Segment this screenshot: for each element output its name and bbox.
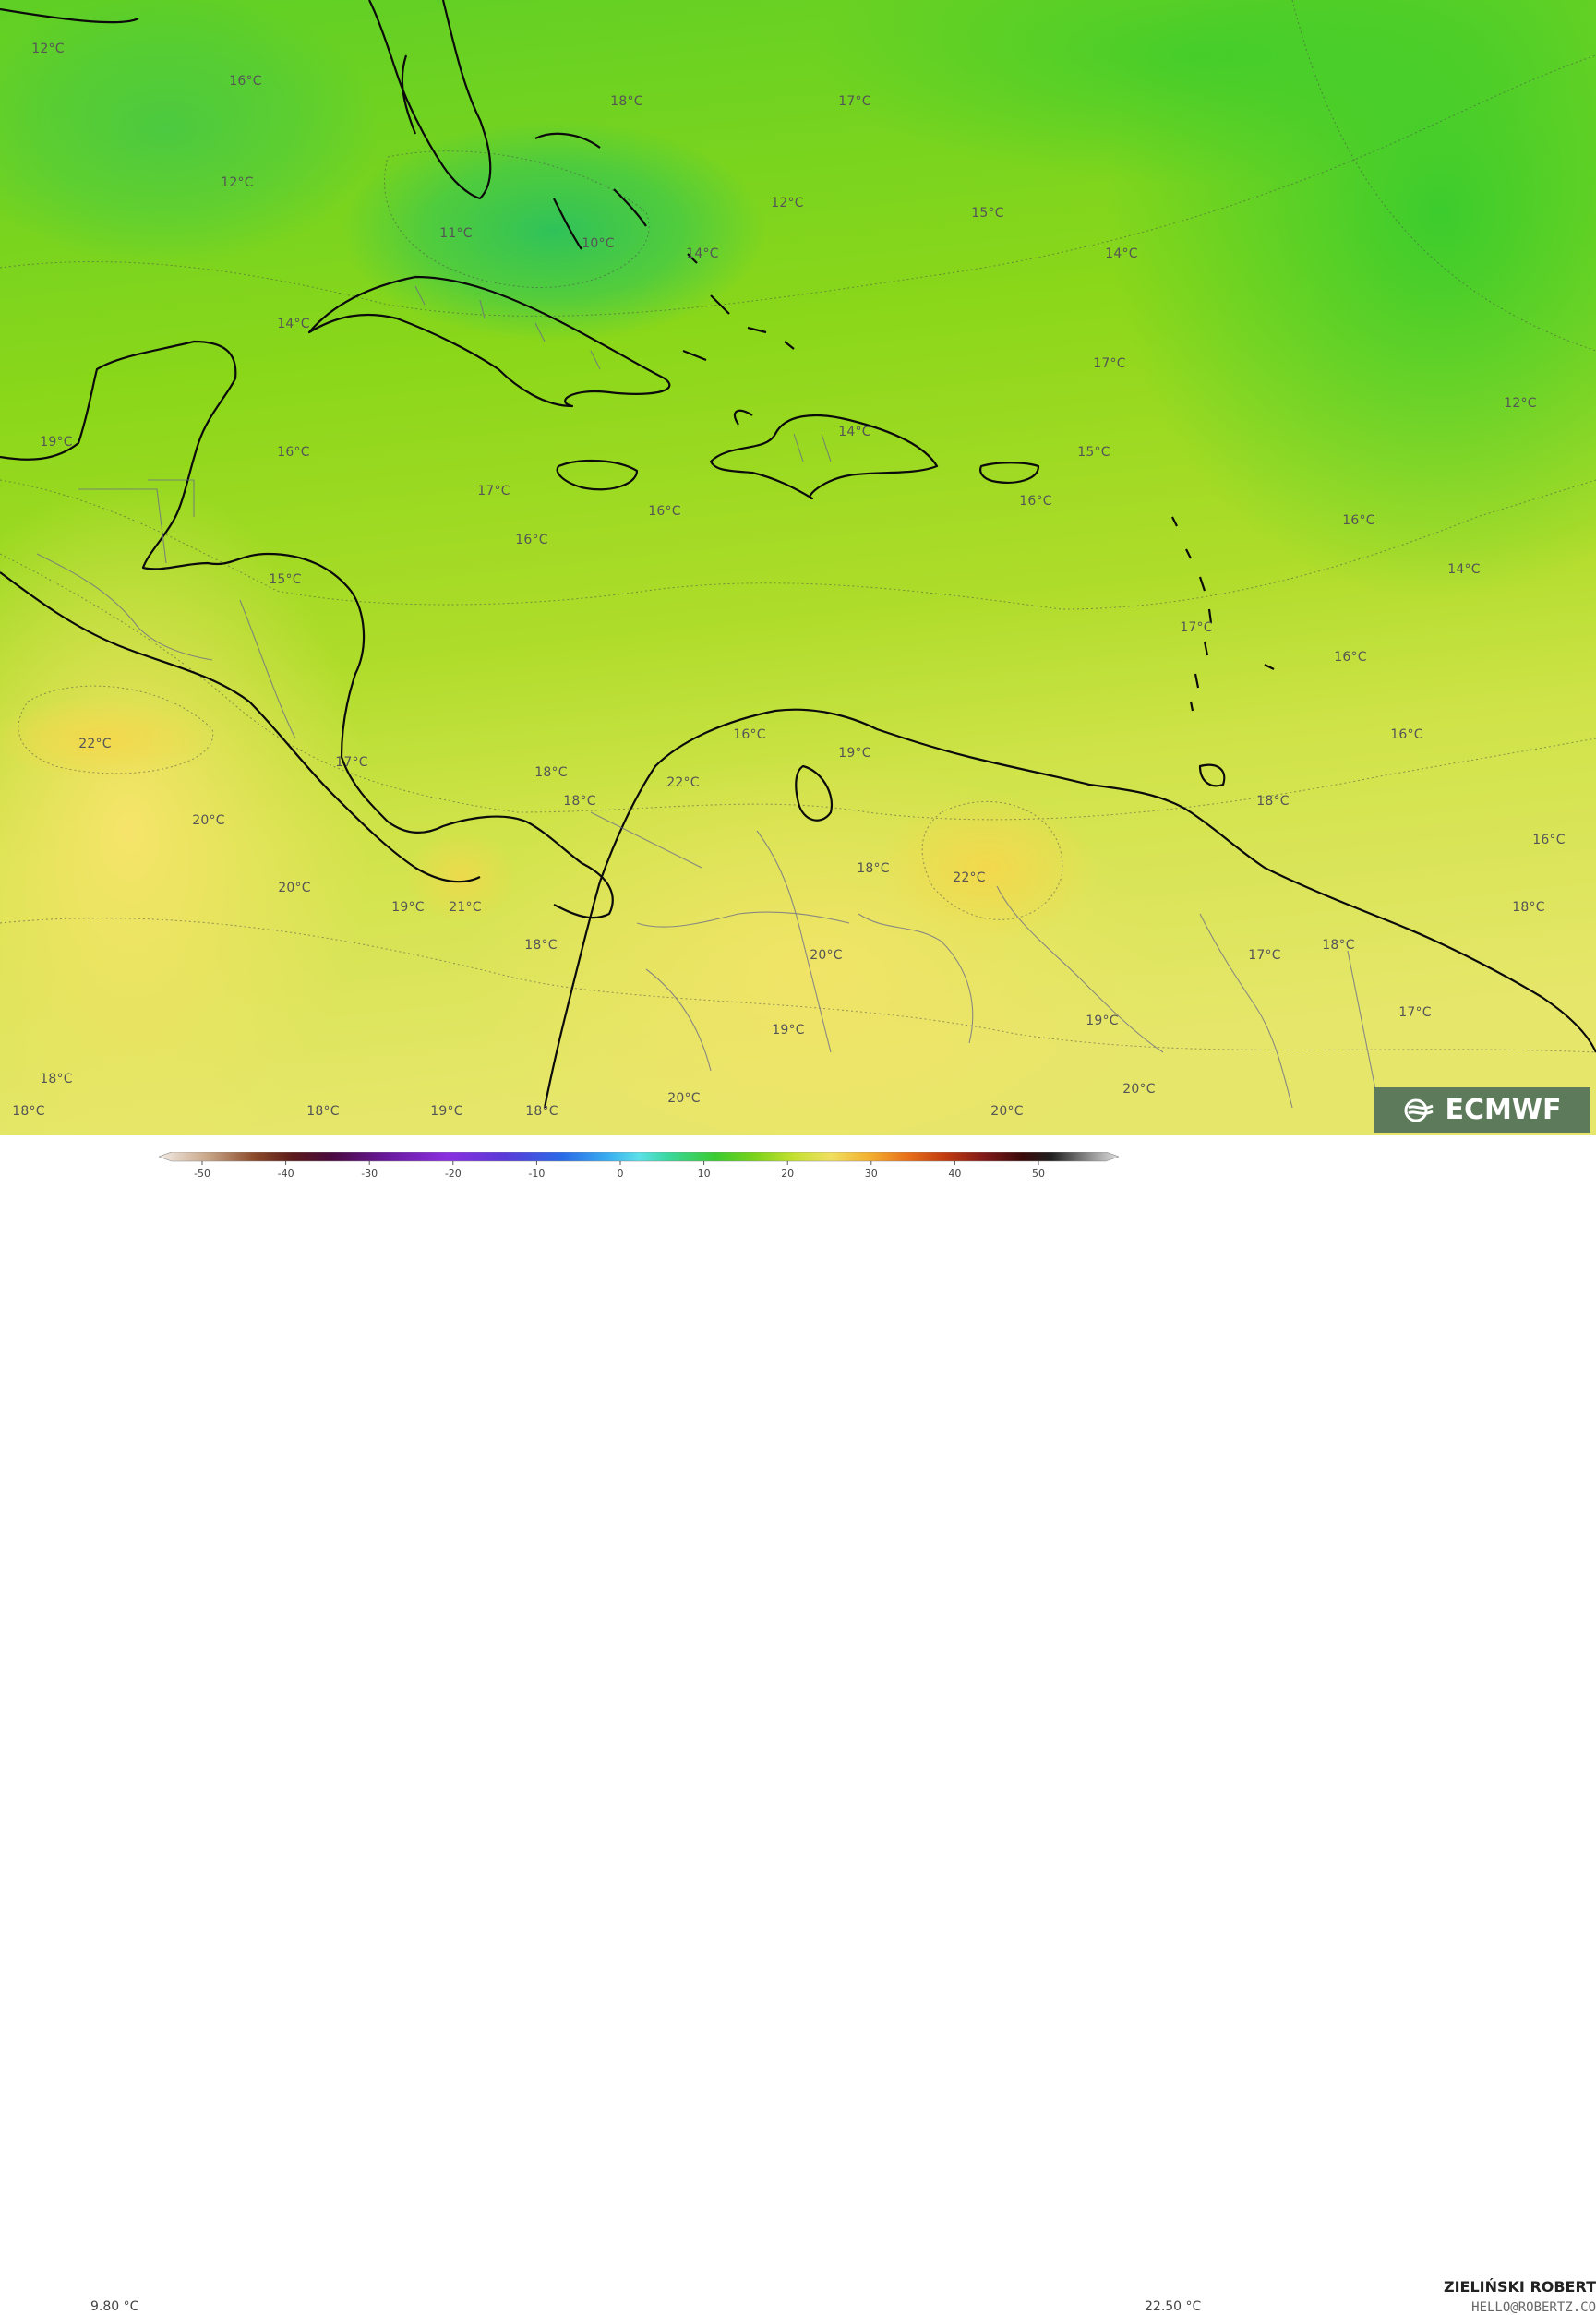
temperature-label: 18°C	[534, 765, 568, 780]
temperature-label: 14°C	[1105, 246, 1138, 261]
temperature-label: 16°C	[733, 727, 766, 742]
temperature-label: 14°C	[277, 317, 310, 331]
temperature-label: 16°C	[648, 504, 681, 519]
colorbar-tick-label: -30	[361, 1168, 378, 1180]
temperature-label: 10°C	[582, 236, 615, 251]
temperature-label: 16°C	[1019, 494, 1052, 509]
colorbar-tick-label: 50	[1032, 1168, 1045, 1180]
temperature-label: 18°C	[306, 1104, 340, 1119]
logo-text: ECMWF	[1445, 1094, 1562, 1126]
temperature-map: 12°C 16°C 18°C 17°C 12°C 12°C 15°C 11°C 10°C 14°C…	[0, 0, 1596, 1135]
colorbar-tick-label: 10	[698, 1168, 711, 1180]
cold-region-gulf	[0, 0, 378, 268]
temperature-label: 22°C	[953, 870, 986, 885]
temperature-label: 18°C	[12, 1104, 45, 1119]
temperature-label: 19°C	[391, 900, 425, 915]
temperature-label: 15°C	[269, 572, 302, 587]
contour-lines	[0, 0, 1596, 1053]
temperature-label: 11°C	[439, 226, 473, 241]
temperature-label: 20°C	[1122, 1082, 1156, 1097]
temperature-label: 19°C	[838, 746, 871, 761]
temperature-label: 22°C	[666, 775, 700, 790]
temperature-label: 17°C	[477, 484, 510, 498]
temperature-label: 18°C	[1512, 900, 1545, 915]
temperature-label: 20°C	[810, 948, 843, 963]
temperature-label: 20°C	[278, 881, 311, 895]
temperature-label: 19°C	[1086, 1014, 1119, 1028]
colorbar-tick-label: -40	[278, 1168, 294, 1180]
temperature-label: 18°C	[610, 94, 643, 109]
temperature-label: 20°C	[667, 1091, 701, 1106]
temperature-label: 22°C	[78, 737, 112, 751]
temperature-label: 12°C	[31, 42, 65, 56]
temperature-label: 20°C	[990, 1104, 1024, 1119]
temperature-label: 16°C	[229, 74, 262, 89]
temperature-label: 16°C	[1390, 727, 1423, 742]
cold-region-bahamas	[342, 120, 766, 342]
temperature-label: 18°C	[525, 1104, 558, 1119]
temperature-label: 14°C	[1447, 562, 1481, 577]
temperature-label: 18°C	[563, 794, 596, 809]
ecmwf-logo-icon	[1404, 1098, 1434, 1122]
colorbar-tick-label: 0	[618, 1168, 624, 1180]
temperature-label: 15°C	[1077, 445, 1110, 460]
min-value: 9.80 °C	[90, 2299, 139, 2314]
colorbar-tick-label: 30	[865, 1168, 878, 1180]
colorbar-tick-label: -20	[445, 1168, 462, 1180]
colorbar-tick-label: 20	[781, 1168, 794, 1180]
colorbar-tick-label: 40	[948, 1168, 961, 1180]
temperature-label: 14°C	[838, 425, 871, 439]
temperature-label: 20°C	[192, 813, 225, 828]
temperature-label: 16°C	[515, 533, 548, 547]
colorbar-gradient	[159, 1152, 1119, 1162]
colorbar-ticks: -50 -40 -30 -20 -10 0 10 20 30 40 50	[194, 1161, 1045, 1180]
temperature-label: 18°C	[524, 938, 558, 953]
temperature-label: 12°C	[1504, 396, 1537, 411]
cold-region-north	[812, 0, 1588, 185]
warm-region-pacific	[0, 480, 369, 1135]
temperature-label: 16°C	[1334, 650, 1367, 665]
temperature-label: 18°C	[857, 861, 890, 876]
temperature-label: 18°C	[40, 1072, 73, 1086]
temperature-label: 17°C	[1398, 1005, 1432, 1020]
temperature-label: 14°C	[686, 246, 719, 261]
temperature-label: 16°C	[1342, 513, 1375, 528]
colorbar: -50 -40 -30 -20 -10 0 10 20 30 40 50	[159, 1152, 1119, 1180]
temperature-label: 17°C	[335, 755, 368, 770]
temperature-label: 18°C	[1322, 938, 1355, 953]
temperature-label: 12°C	[221, 175, 254, 190]
credit-email: HELLO@ROBERTZ.CO	[1471, 2300, 1596, 2315]
colorbar-tick-label: -50	[194, 1168, 210, 1180]
temperature-label: 17°C	[1093, 356, 1126, 371]
temperature-label: 12°C	[771, 196, 804, 210]
temperature-label: 18°C	[1256, 794, 1290, 809]
temperature-label: 16°C	[1532, 833, 1566, 847]
coastlines	[0, 0, 1596, 1109]
temperature-label: 17°C	[1180, 620, 1213, 635]
temperature-label: 19°C	[772, 1023, 805, 1038]
map-canvas	[0, 0, 1596, 1135]
max-value: 22.50 °C	[1145, 2299, 1202, 2314]
warm-spot-venezuela	[877, 794, 1098, 942]
temperature-label: 15°C	[971, 206, 1004, 221]
warm-spot-panama	[406, 831, 517, 923]
ecmwf-logo: ECMWF	[1374, 1087, 1590, 1133]
temperature-label: 17°C	[838, 94, 871, 109]
temperature-label: 17°C	[1248, 948, 1281, 963]
temperature-label: 19°C	[40, 435, 73, 450]
temperature-label: 16°C	[277, 445, 310, 460]
credit-name: ZIELIŃSKI ROBERT	[1443, 2278, 1596, 2296]
warm-spot-pacific	[0, 697, 212, 780]
boundaries	[36, 285, 1376, 1109]
temperature-label: 19°C	[430, 1104, 463, 1119]
colorbar-tick-label: -10	[528, 1168, 545, 1180]
temperature-label: 21°C	[449, 900, 482, 915]
